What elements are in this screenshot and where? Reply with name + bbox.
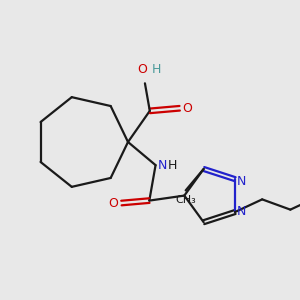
Text: O: O — [109, 196, 118, 209]
Text: H: H — [152, 63, 161, 76]
Text: N: N — [237, 175, 246, 188]
Text: N: N — [237, 205, 246, 218]
Text: N: N — [158, 159, 167, 172]
Text: O: O — [183, 102, 193, 115]
Text: H: H — [168, 159, 177, 172]
Text: CH₃: CH₃ — [175, 195, 196, 206]
Text: O: O — [137, 63, 147, 76]
